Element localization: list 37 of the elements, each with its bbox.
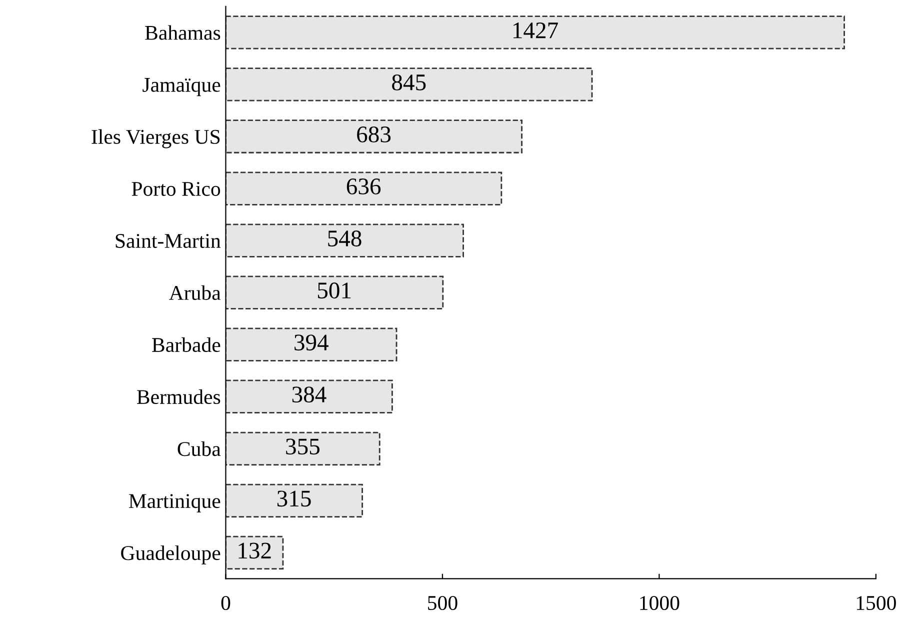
data-label: 501 bbox=[318, 282, 351, 298]
y-tick-label: Porto Rico bbox=[132, 182, 220, 196]
y-tick-label: Guadeloupe bbox=[121, 545, 220, 564]
bar bbox=[226, 224, 464, 258]
data-label: 845 bbox=[392, 74, 426, 90]
y-tick-label: Saint-Martin bbox=[116, 234, 221, 248]
bar bbox=[226, 484, 363, 518]
y-tick-label: Barbade bbox=[152, 337, 220, 352]
bar bbox=[226, 536, 284, 570]
y-tick-label: Cuba bbox=[178, 441, 221, 456]
data-label: 394 bbox=[294, 334, 328, 350]
data-label: 548 bbox=[328, 230, 362, 246]
y-tick-label: Jamaïque bbox=[142, 78, 220, 96]
bar bbox=[226, 380, 393, 414]
bar bbox=[226, 432, 380, 466]
data-label: 315 bbox=[277, 490, 311, 507]
data-label: 1427 bbox=[513, 22, 558, 38]
y-tick-label: Bahamas bbox=[145, 25, 220, 40]
y-tick-label: Martinique bbox=[128, 494, 220, 512]
bar bbox=[226, 16, 845, 50]
y-tick-label: Bermudes bbox=[137, 389, 220, 404]
x-tick-label: 1000 bbox=[640, 596, 680, 610]
x-tick-label: 0 bbox=[221, 596, 230, 610]
bar bbox=[226, 120, 522, 154]
data-label: 384 bbox=[292, 386, 326, 403]
data-label: 683 bbox=[357, 126, 391, 142]
y-tick-label: Aruba bbox=[169, 285, 221, 300]
bar bbox=[226, 68, 593, 102]
bar bbox=[226, 276, 444, 310]
bar bbox=[226, 172, 502, 206]
data-label: 636 bbox=[346, 178, 381, 194]
data-label: 132 bbox=[238, 542, 271, 559]
bar bbox=[226, 328, 398, 362]
x-tick-label: 500 bbox=[428, 596, 458, 610]
y-tick-label: Iles Vierges US bbox=[92, 129, 220, 148]
x-tick-label: 1500 bbox=[856, 596, 896, 610]
data-label: 355 bbox=[286, 438, 320, 455]
